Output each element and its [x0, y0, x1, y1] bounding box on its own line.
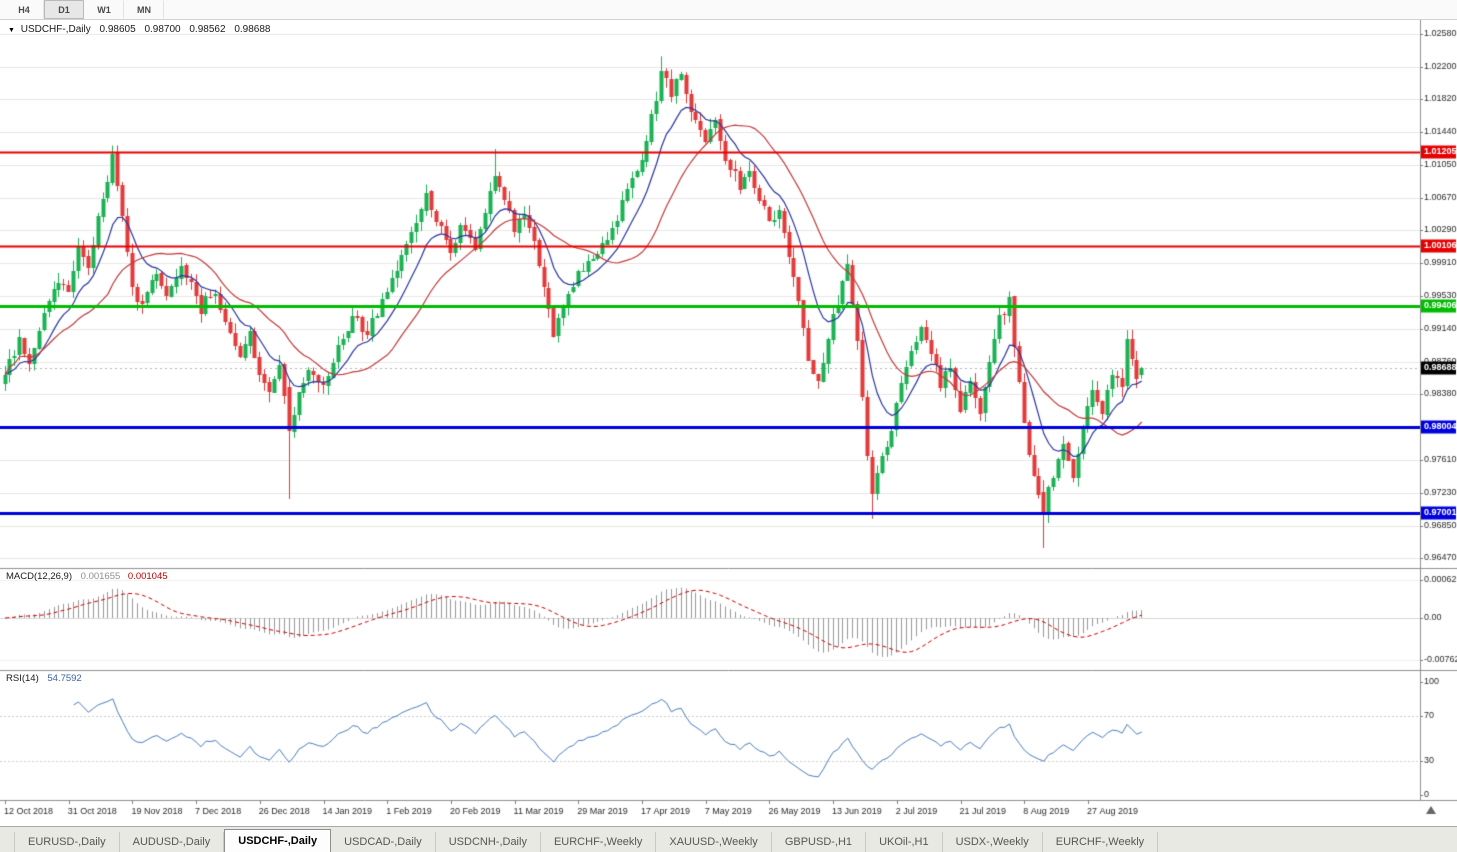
chart-tab-9-usdxweekly[interactable]: USDX-,Weekly: [943, 832, 1043, 852]
chart-tab-7-gbpusdh1[interactable]: GBPUSD-,H1: [772, 832, 867, 852]
chart-tab-0-eurusddaily[interactable]: EURUSD-,Daily: [14, 832, 120, 852]
chart-tab-6-xauusdweekly[interactable]: XAUUSD-,Weekly: [656, 832, 772, 852]
timeframe-button-mn[interactable]: MN: [124, 0, 164, 19]
chart-tab-8-ukoilh1[interactable]: UKOil-,H1: [866, 832, 943, 852]
timeframe-button-w1[interactable]: W1: [84, 0, 124, 19]
timeframe-button-d1[interactable]: D1: [44, 0, 84, 19]
chart-tab-3-usdcaddaily[interactable]: USDCAD-,Daily: [331, 832, 436, 852]
timeframe-button-h4[interactable]: H4: [4, 0, 44, 19]
chart-tab-2-usdchfdaily[interactable]: USDCHF-,Daily: [224, 829, 332, 852]
timeframe-toolbar: H4 D1 W1 MN: [0, 0, 1457, 20]
chart-tab-4-usdcnhdaily[interactable]: USDCNH-,Daily: [436, 832, 541, 852]
chart-area: ▼ USDCHF-,Daily 0.98605 0.98700 0.98562 …: [0, 20, 1457, 826]
chart-menu-icon[interactable]: ▼: [8, 27, 15, 34]
chart-tab-1-audusddaily[interactable]: AUDUSD-,Daily: [120, 832, 225, 852]
chart-tab-10-eurchfweekly[interactable]: EURCHF-,Weekly: [1043, 832, 1159, 852]
chart-tab-5-eurchfweekly[interactable]: EURCHF-,Weekly: [541, 832, 657, 852]
price-chart-canvas[interactable]: [0, 20, 1457, 826]
chart-tabs-bar: EURUSD-,Daily AUDUSD-,Daily USDCHF-,Daily U…: [0, 826, 1457, 852]
